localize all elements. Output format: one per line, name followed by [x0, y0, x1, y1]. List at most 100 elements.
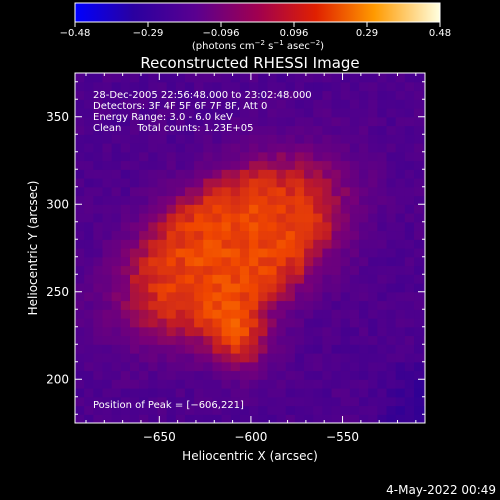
heatmap-cell [359, 309, 369, 319]
heatmap-cell [184, 283, 195, 293]
heatmap-cell [386, 195, 397, 205]
heatmap-cell [359, 283, 369, 293]
heatmap-cell [84, 178, 94, 188]
heatmap-cell [313, 134, 323, 144]
heatmap-cell [249, 230, 259, 240]
heatmap-cell [359, 125, 369, 135]
heatmap-cell [423, 353, 425, 363]
heatmap-cell [249, 283, 259, 293]
heatmap-cell [212, 344, 223, 354]
heatmap-cell [258, 300, 269, 310]
heatmap-cell [203, 116, 214, 127]
heatmap-cell [221, 178, 232, 188]
heatmap-cell [294, 125, 305, 135]
heatmap-cell [404, 125, 415, 135]
heatmap-cell [111, 396, 122, 407]
heatmap-cell [93, 151, 104, 162]
heatmap-cell [331, 160, 342, 170]
heatmap-cell [423, 274, 425, 284]
heatmap-cell [111, 151, 122, 162]
heatmap-cell [239, 90, 250, 100]
heatmap-cell [239, 195, 250, 205]
heatmap-cell [386, 361, 397, 372]
heatmap-cell [267, 186, 278, 197]
heatmap-cell [120, 178, 131, 188]
heatmap-cell [166, 151, 177, 162]
heatmap-cell [395, 309, 406, 319]
heatmap-cell [93, 353, 104, 363]
heatmap-cell [166, 405, 177, 415]
heatmap-cell [386, 81, 397, 92]
heatmap-cell [285, 388, 296, 398]
heatmap-cell [349, 108, 360, 118]
heatmap-cell [395, 90, 406, 100]
heatmap-cell [194, 213, 204, 223]
heatmap-cell [84, 125, 94, 135]
heatmap-cell [120, 186, 131, 197]
heatmap-cell [166, 309, 177, 319]
heatmap-cell [377, 309, 388, 319]
heatmap-cell [414, 178, 424, 188]
heatmap-cell [331, 309, 342, 319]
heatmap-cell [221, 326, 232, 337]
heatmap-cell [230, 318, 241, 328]
heatmap-cell [84, 388, 94, 398]
heatmap-cell [221, 344, 232, 354]
heatmap-cell [120, 379, 131, 389]
annotation-energy-range: Energy Range: 3.0 - 6.0 keV [93, 112, 233, 123]
heatmap-cell [139, 379, 149, 389]
heatmap-cell [111, 256, 122, 267]
heatmap-cell [285, 370, 296, 380]
heatmap-cell [294, 353, 305, 363]
heatmap-cell [148, 116, 159, 127]
heatmap-cell [377, 90, 388, 100]
heatmap-cell [194, 160, 204, 170]
heatmap-cell [249, 414, 259, 423]
heatmap-cell [386, 160, 397, 170]
heatmap-cell [166, 274, 177, 284]
heatmap-cell [148, 239, 159, 249]
heatmap-cell [120, 81, 131, 92]
heatmap-cell [395, 326, 406, 337]
heatmap-cell [111, 265, 122, 275]
heatmap-cell [129, 160, 140, 170]
heatmap-cell [129, 99, 140, 109]
heatmap-cell [111, 379, 122, 389]
heatmap-cell [166, 99, 177, 109]
heatmap-cell [285, 361, 296, 372]
heatmap-cell [212, 353, 223, 363]
heatmap-cell [423, 335, 425, 345]
heatmap-cell [221, 239, 232, 249]
heatmap-cell [194, 309, 204, 319]
heatmap-cell [212, 213, 223, 223]
heatmap-cell [230, 291, 241, 302]
heatmap-cell [414, 309, 424, 319]
heatmap-cell [359, 248, 369, 258]
heatmap-cell [166, 239, 177, 249]
heatmap-cell [129, 178, 140, 188]
heatmap-cell [157, 335, 168, 345]
heatmap-cell [414, 335, 424, 345]
colorbar-tick-label: −0.096 [202, 28, 239, 39]
heatmap-cell [157, 143, 168, 153]
heatmap-cell [75, 213, 85, 223]
heatmap-cell [221, 73, 232, 83]
heatmap-cell [184, 213, 195, 223]
heatmap-cell [331, 396, 342, 407]
heatmap-cell [111, 143, 122, 153]
heatmap-cell [276, 169, 287, 179]
heatmap-cell [386, 151, 397, 162]
heatmap-cell [304, 344, 314, 354]
heatmap-cell [239, 186, 250, 197]
heatmap-cell [157, 379, 168, 389]
heatmap-cell [148, 248, 159, 258]
heatmap-cell [212, 274, 223, 284]
heatmap-cell [93, 396, 104, 407]
heatmap-cell [386, 90, 397, 100]
heatmap-cell [276, 318, 287, 328]
heatmap-cell [258, 160, 269, 170]
heatmap-cell [239, 283, 250, 293]
heatmap-cell [75, 116, 85, 127]
heatmap-cell [184, 99, 195, 109]
heatmap-cell [93, 326, 104, 337]
